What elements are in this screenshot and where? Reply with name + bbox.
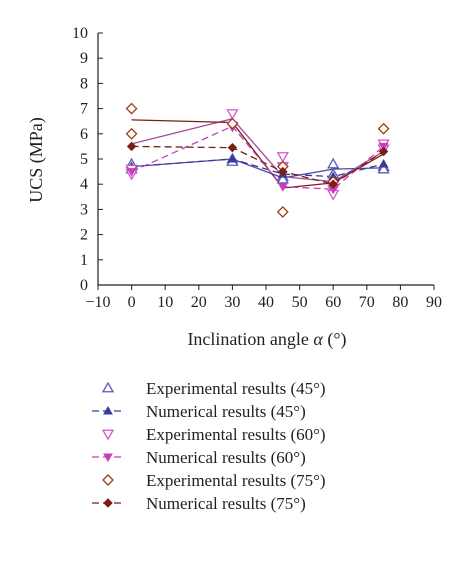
y-tick-label: 8: [80, 75, 88, 92]
data-point-s6-5: [378, 146, 389, 157]
legend-marker: [101, 429, 115, 441]
x-tick-label: 10: [157, 294, 173, 311]
legend-marker: [101, 381, 115, 393]
series-line-4: [131, 125, 385, 190]
data-point-s4-3: [277, 183, 288, 192]
x-tick-label: 50: [292, 294, 308, 311]
x-tick-label: 20: [191, 294, 207, 311]
y-tick-label: 3: [80, 201, 88, 218]
data-point-s6-4: [328, 179, 338, 189]
data-point-s5-1: [125, 102, 138, 115]
x-axis-title: Inclination angle α (°): [187, 329, 346, 350]
y-tick-label: 9: [80, 50, 88, 67]
legend-item-1: Experimental results (45°): [101, 379, 326, 398]
y-tick-label: 6: [80, 126, 88, 143]
x-axis-title-symbol: α: [313, 329, 323, 349]
y-tick-label: 1: [80, 252, 88, 269]
legend-item-3: Experimental results (60°): [101, 425, 326, 444]
y-tick-label: 0: [80, 277, 88, 294]
x-tick-label: 60: [325, 294, 341, 311]
legend-label: Experimental results (45°): [146, 379, 326, 398]
legend-item-5: Experimental results (75°): [102, 471, 326, 490]
x-tick-label: 40: [258, 294, 274, 311]
data-point-s5-7: [377, 122, 390, 135]
y-tick-label: 2: [80, 227, 88, 244]
y-tick-label: 5: [80, 151, 88, 168]
series-line-2: [131, 158, 384, 178]
data-point-s6-3: [278, 166, 288, 177]
y-tick-label: 4: [80, 176, 88, 193]
data-point-s1-10: [377, 162, 390, 174]
data-point-s1-7: [327, 157, 340, 169]
legend-item-2: Numerical results (45°): [92, 402, 306, 421]
legend-item-4: Numerical results (60°): [92, 448, 306, 467]
x-tick-label: 70: [359, 294, 375, 311]
legend-label: Numerical results (75°): [146, 494, 306, 513]
data-point-s4-1: [126, 168, 137, 177]
x-axis-title-unit: (°): [323, 329, 347, 350]
y-axis-title: UCS (MPa): [26, 117, 47, 203]
legend-item-6: Numerical results (75°): [92, 494, 306, 513]
data-point-s5-2: [125, 127, 138, 140]
x-axis-title-text: Inclination angle: [187, 329, 313, 349]
data-point-s3-3: [226, 109, 239, 120]
solid-line-2: [131, 117, 384, 183]
data-point-s6-2: [227, 142, 238, 153]
data-point-s2-5: [378, 159, 389, 168]
y-tick-label: 10: [72, 25, 88, 42]
x-tick-label: 30: [224, 294, 240, 311]
data-point-s5-5: [276, 206, 289, 218]
data-point-s2-2: [227, 153, 238, 163]
x-tick-label: 80: [392, 294, 408, 311]
legend-label: Numerical results (60°): [146, 448, 306, 467]
data-point-s1-6: [276, 172, 289, 184]
legend-marker: [103, 453, 113, 463]
legend-label: Experimental results (60°): [146, 425, 326, 444]
legend-label: Numerical results (45°): [146, 402, 306, 421]
legend: Experimental results (45°) Numerical resu…: [92, 379, 326, 513]
x-tick-label: 90: [426, 294, 442, 311]
x-tick-label: 0: [128, 294, 136, 311]
legend-label: Experimental results (75°): [146, 471, 326, 490]
y-tick-label: 7: [80, 101, 88, 118]
legend-marker: [103, 405, 113, 415]
data-point-s5-3: [226, 117, 239, 130]
legend-marker: [102, 474, 114, 486]
data-point-s6-1: [126, 141, 137, 152]
legend-marker: [103, 498, 113, 508]
data-point-s3-5: [276, 152, 289, 163]
x-tick-label: −10: [85, 294, 110, 311]
